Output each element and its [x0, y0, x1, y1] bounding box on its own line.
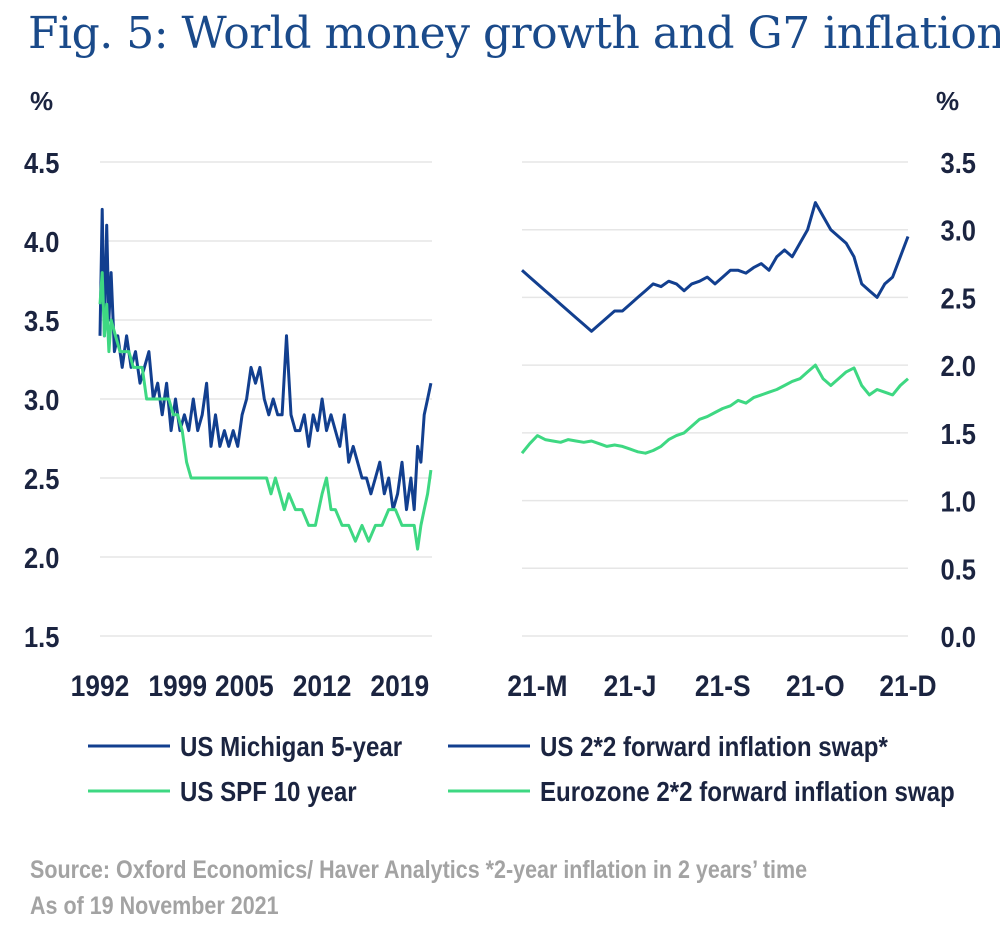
- left-xtick-label: 2005: [215, 668, 274, 702]
- left-unit-label: %: [30, 86, 53, 116]
- right-ytick-label: 1.5: [941, 417, 976, 450]
- right-ytick-label: 3.5: [941, 146, 976, 179]
- right-series-us-2-2-forward-inflation-swap-: [521, 201, 910, 333]
- right-ytick-label: 2.5: [941, 282, 976, 315]
- left-xtick-label: 1999: [148, 668, 207, 702]
- right-xtick-label: 21-J: [604, 668, 657, 702]
- right-series-eurozone-2-2-forward-inflation-swap: [520, 363, 909, 455]
- right-ytick-label: 0.5: [941, 553, 976, 586]
- right-xtick-label: 21-D: [879, 668, 936, 702]
- right-ytick-label: 2.0: [941, 350, 976, 383]
- left-ytick-label: 4.0: [24, 225, 59, 258]
- right-panel: % 3.5 3.0 2.5 2.0 1.5 1.0 0.5 0.0 21-M 21-J 21-S 21-…: [507, 86, 976, 702]
- chart-title: Fig. 5: World money growth and G7 inflat…: [28, 8, 1000, 59]
- legend-label: Eurozone 2*2 forward inflation swap: [540, 775, 955, 807]
- left-ytick-label: 2.5: [24, 462, 59, 495]
- source-note: Source: Oxford Economics/ Haver Analytic…: [30, 852, 807, 924]
- left-panel: % 4.5 4.0 3.5 3.0 2.5 2.0 1.5 1992 1999 2005 2012 20…: [24, 86, 433, 702]
- left-xtick-label: 2012: [293, 668, 352, 702]
- left-xtick-label: 2019: [370, 668, 429, 702]
- legend-label: US Michigan 5-year: [180, 730, 402, 762]
- left-ytick-label: 1.5: [24, 620, 59, 653]
- right-xtick-label: 21-S: [695, 668, 751, 702]
- right-xtick-label: 21-M: [507, 668, 567, 702]
- left-series-us-spf-10-year: [98, 271, 433, 551]
- chart-area: % 4.5 4.0 3.5 3.0 2.5 2.0 1.5 1992 1999 2005 2012 20…: [24, 86, 976, 807]
- left-ytick-label: 4.5: [24, 146, 59, 179]
- left-ytick-label: 3.0: [24, 383, 59, 416]
- legend: US Michigan 5-year US 2*2 forward inflati…: [88, 730, 955, 807]
- legend-label: US 2*2 forward inflation swap*: [540, 730, 889, 762]
- left-ytick-label: 2.0: [24, 541, 59, 574]
- right-ytick-label: 0.0: [941, 620, 976, 653]
- left-series-us-michigan-5-year: [98, 207, 433, 512]
- source-line-2: As of 19 November 2021: [30, 892, 279, 920]
- right-ytick-label: 3.0: [941, 214, 976, 247]
- right-unit-label: %: [936, 86, 959, 116]
- left-xtick-label: 1992: [71, 668, 130, 702]
- source-line-1: Source: Oxford Economics/ Haver Analytic…: [30, 856, 808, 884]
- legend-label: US SPF 10 year: [180, 775, 357, 807]
- left-ytick-label: 3.5: [24, 304, 59, 337]
- right-ytick-label: 1.0: [941, 485, 976, 518]
- right-xtick-label: 21-O: [786, 668, 845, 702]
